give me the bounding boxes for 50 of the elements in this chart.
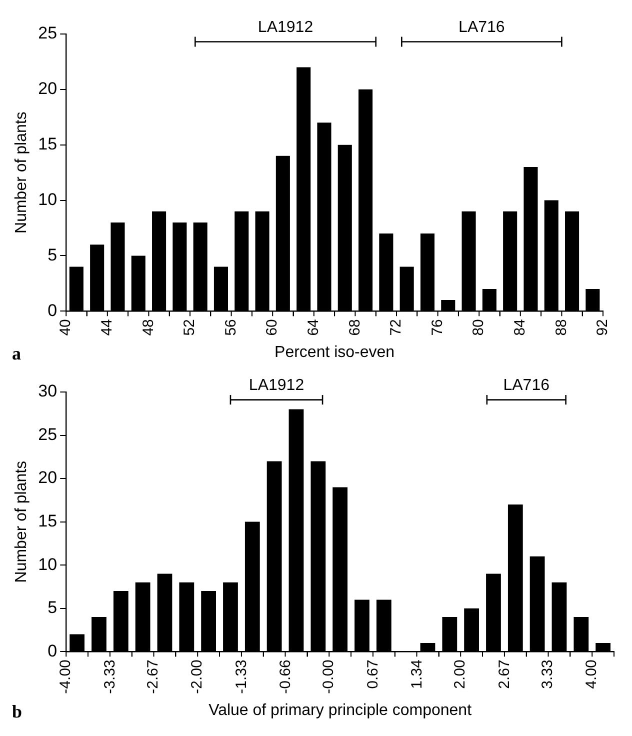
x-tick-label: 48 [140, 319, 157, 336]
annotation: LA716 [458, 19, 505, 36]
x-tick-label: 88 [552, 319, 570, 336]
text: b [12, 702, 22, 722]
annotation: LA1912 [258, 19, 314, 36]
x-tick-label: 64 [305, 319, 322, 336]
x-tick-label: -4.00 [57, 660, 74, 694]
annotation: LA1912 [248, 377, 304, 394]
y-tick-label: 0 [48, 641, 58, 660]
x-tick-label: 68 [346, 319, 364, 336]
y-tick-label: 5 [48, 245, 58, 264]
y-tick-label: 0 [48, 300, 58, 320]
y-tick-label: 5 [48, 598, 58, 618]
text: a [12, 344, 21, 364]
y-tick-label: 25 [38, 424, 58, 444]
x-tick-label: 84 [512, 319, 529, 336]
y-tick-label: 15 [38, 511, 58, 530]
y-tick-label: 15 [38, 134, 58, 154]
x-tick-label: 76 [428, 319, 446, 336]
x-tick-label: -3.33 [101, 660, 118, 694]
x-tick-label: 3.33 [539, 660, 556, 689]
y-axis-title: Number of plants [13, 460, 30, 583]
x-tick-label: 40 [57, 319, 74, 336]
x-tick-label: 92 [594, 319, 612, 336]
y-tick-label: 10 [38, 190, 58, 209]
x-tick-label: -0.66 [276, 660, 294, 694]
x-tick-label: 4.00 [583, 660, 600, 689]
x-tick-label: 2.67 [496, 660, 513, 689]
x-axis-title: Value of primary principle component [208, 702, 472, 719]
y-tick-label: 30 [38, 382, 58, 401]
x-tick-label: -1.33 [232, 660, 250, 694]
y-tick-label: 20 [38, 79, 58, 98]
y-tick-label: 20 [38, 468, 58, 488]
x-tick-label: 2.00 [452, 660, 469, 689]
x-tick-label: 56 [222, 319, 240, 336]
y-tick-label: 25 [38, 24, 58, 43]
y-axis-title: Number of plants [13, 112, 30, 234]
x-tick-label: 0.67 [364, 660, 382, 689]
x-tick-label: 72 [388, 319, 405, 336]
y-tick-label: 10 [38, 554, 58, 574]
x-tick-label: -2.00 [188, 660, 206, 694]
x-tick-label: 1.34 [408, 660, 426, 689]
x-tick-label: 80 [470, 319, 488, 336]
annotation: LA716 [503, 377, 550, 394]
x-tick-label: -2.67 [144, 660, 162, 694]
x-axis-title: Percent iso-even [274, 344, 395, 361]
x-tick-label: 52 [181, 319, 198, 336]
x-tick-label: 44 [98, 319, 116, 336]
x-tick-label: -0.00 [320, 660, 338, 694]
x-tick-label: 60 [264, 319, 281, 336]
